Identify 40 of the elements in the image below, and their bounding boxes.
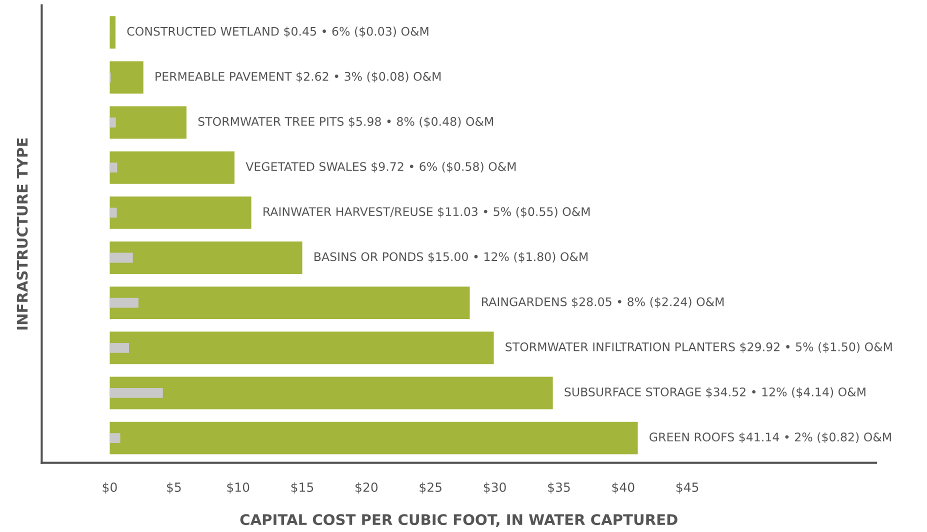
y-axis-title: INFRASTRUCTURE TYPE — [16, 138, 28, 330]
x-tick-label: $20 — [356, 482, 378, 494]
bar — [110, 208, 117, 218]
bar — [110, 342, 129, 353]
x-tick-label: $25 — [420, 482, 442, 494]
bar — [110, 433, 120, 444]
x-tick-label: $45 — [676, 482, 698, 494]
x-tick-label: $10 — [227, 482, 250, 494]
y-tick-label: BASINS OR PONDS $15.00 • 12% ($1.80) O&M — [314, 252, 588, 263]
y-tick-label: STORMWATER TREE PITS $5.98 • 8% ($0.48) O&M — [198, 116, 493, 128]
bar — [110, 252, 133, 263]
y-tick-label: CONSTRUCTED WETLAND $0.45 • 6% ($0.03) O&M — [127, 26, 428, 38]
x-tick-label: $5 — [167, 482, 181, 494]
bar — [110, 388, 163, 398]
y-tick-label: VEGETATED SWALES $9.72 • 6% ($0.58) O&M — [246, 162, 516, 173]
y-tick-label: STORMWATER INFILTRATION PLANTERS $29.92 • 5% ($1.50) O&M — [506, 342, 892, 353]
bar — [110, 151, 234, 184]
bar — [110, 196, 252, 229]
y-tick-label: RAINWATER HARVEST/REUSE $11.03 • 5% ($0.55) O&M — [264, 206, 590, 218]
y-tick-label: GREEN ROOFS $41.14 • 2% ($0.82) O&M — [650, 432, 891, 444]
bar — [110, 286, 470, 320]
bar — [110, 298, 138, 308]
x-tick-label: $30 — [484, 482, 506, 494]
y-tick-label: PERMEABLE PAVEMENT $2.62 • 3% ($0.08) O&M — [156, 72, 441, 82]
y-tick-label: SUBSURFACE STORAGE $34.52 • 12% ($4.14) O&M — [564, 387, 866, 398]
bar — [110, 61, 144, 94]
x-tick-label: $0 — [102, 482, 117, 494]
bar — [110, 16, 116, 49]
bar — [110, 242, 302, 274]
bar — [110, 332, 494, 364]
bar — [110, 106, 186, 139]
x-tick-label: $15 — [291, 482, 314, 494]
x-axis-title: CAPITAL COST PER CUBIC FOOT, IN WATER CAPTURED — [240, 514, 678, 527]
bar — [110, 376, 553, 410]
bar — [110, 422, 638, 454]
bar — [110, 162, 118, 173]
y-tick-label: RAINGARDENS $28.05 • 8% ($2.24) O&M — [482, 297, 724, 308]
x-tick-label: $35 — [548, 482, 570, 494]
bar — [110, 118, 116, 128]
x-tick-label: $40 — [612, 482, 634, 494]
